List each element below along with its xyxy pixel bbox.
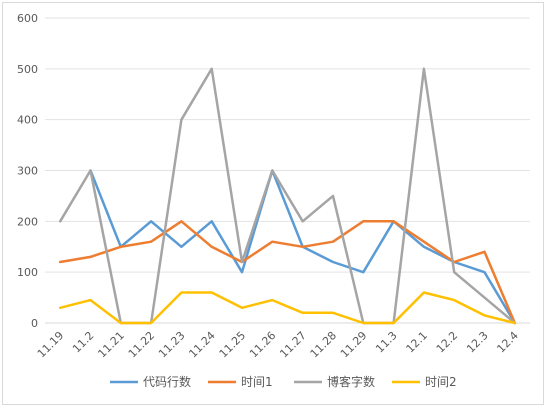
x-tick-label: 11.21 [95,329,126,360]
x-tick-label: 11.19 [35,329,66,360]
x-tick-label: 12.3 [464,329,491,356]
x-axis-tick-labels: 11.19 11.211.2111.2211.2311.2411.2511.261… [35,329,521,360]
y-tick-label: 200 [17,215,38,228]
x-tick-label: 11.26 [247,329,278,360]
x-tick-label: 12.4 [494,329,521,356]
x-tick-label: 11.27 [277,329,308,360]
y-tick-label: 600 [17,12,38,25]
series-line-2 [58,220,517,325]
series-line-3 [58,67,517,325]
y-axis-tick-labels: 0 100 200 300 400 500 600 [17,12,38,330]
legend: 代码行数 时间1 博客字数 时间2 [110,374,457,389]
y-tick-label: 0 [31,317,38,330]
y-tick-label: 100 [17,266,38,279]
series-line-4 [58,291,517,325]
y-tick-label: 400 [17,114,38,127]
gridlines [45,17,530,324]
legend-label: 时间1 [241,375,273,389]
legend-label: 代码行数 [143,374,191,389]
legend-label: 博客字数 [327,374,375,389]
x-tick-label: 11.24 [186,329,217,360]
x-tick-label: 11.29 [338,329,369,360]
x-tick-label: 11.3 [373,329,400,356]
x-tick-label: 11.25 [217,329,248,360]
x-tick-label: 11.2 [70,329,97,356]
x-tick-label: 11.23 [156,329,187,360]
x-tick-label: 12.2 [434,329,461,356]
x-tick-label: 11.22 [126,329,157,360]
x-tick-label: 11.28 [308,329,339,360]
y-tick-label: 300 [17,165,38,178]
series-lines [58,67,517,325]
x-tick-label: 12.1 [404,329,431,356]
y-tick-label: 500 [17,63,38,76]
legend-label: 时间2 [425,375,457,389]
